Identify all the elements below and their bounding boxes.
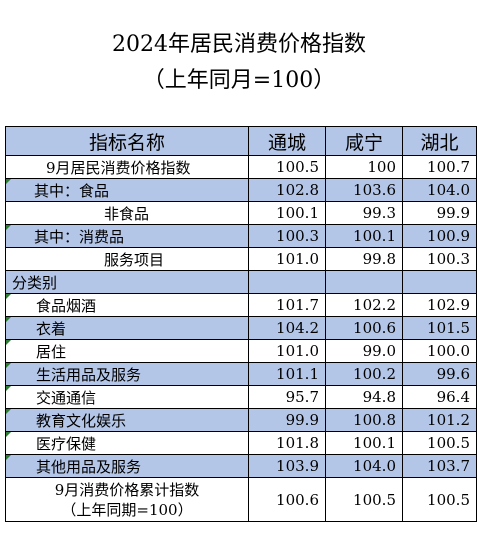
- table-row: 非食品 100.1 99.3 99.9: [5, 201, 477, 225]
- cell-hubei: 99.9: [402, 201, 477, 225]
- cell-xianning: 100.6: [325, 316, 403, 340]
- cell-xianning: 94.8: [325, 385, 403, 409]
- cell-tongcheng: [248, 270, 326, 294]
- row-label: 食品烟酒: [5, 293, 249, 317]
- cell-tongcheng: 103.9: [248, 454, 326, 478]
- cell-xianning: 100.2: [325, 362, 403, 386]
- cell-xianning: 100.5: [325, 477, 403, 522]
- table-row: 9月居民消费价格指数 100.5 100 100.7: [5, 155, 477, 179]
- table-row: 其他用品及服务 103.9 104.0 103.7: [5, 454, 477, 478]
- row-label: 交通通信: [5, 385, 249, 409]
- table-row-cumulative: 9月消费价格累计指数 （上年同期=100） 100.6 100.5 100.5: [5, 477, 477, 522]
- table-row: 教育文化娱乐 99.9 100.8 101.2: [5, 408, 477, 432]
- table-row: 衣着 104.2 100.6 101.5: [5, 316, 477, 340]
- cell-xianning: 99.3: [325, 201, 403, 225]
- cell-tongcheng: 99.9: [248, 408, 326, 432]
- row-label: 医疗保健: [5, 431, 249, 455]
- cumulative-label-line1: 9月消费价格累计指数: [54, 480, 200, 499]
- cell-hubei: 100.0: [402, 339, 477, 363]
- cell-hubei: 102.9: [402, 293, 477, 317]
- table-row-section: 分类别: [5, 270, 477, 294]
- cumulative-label-line2: （上年同期=100）: [61, 500, 193, 519]
- cell-hubei: 99.6: [402, 362, 477, 386]
- row-label: 其中：消费品: [5, 224, 249, 248]
- row-label: 9月居民消费价格指数: [5, 155, 249, 179]
- table-row: 生活用品及服务 101.1 100.2 99.6: [5, 362, 477, 386]
- table-row: 居住 101.0 99.0 100.0: [5, 339, 477, 363]
- section-label: 分类别: [5, 270, 249, 294]
- row-label: 其他用品及服务: [5, 454, 249, 478]
- cell-hubei: 104.0: [402, 178, 477, 202]
- cell-tongcheng: 100.3: [248, 224, 326, 248]
- cell-tongcheng: 100.6: [248, 477, 326, 522]
- table-row: 食品烟酒 101.7 102.2 102.9: [5, 293, 477, 317]
- column-header-hubei: 湖北: [402, 126, 477, 156]
- cell-hubei: 100.3: [402, 247, 477, 271]
- cell-tongcheng: 101.0: [248, 247, 326, 271]
- table-row: 其中：食品 102.8 103.6 104.0: [5, 178, 477, 202]
- row-label: 衣着: [5, 316, 249, 340]
- cell-xianning: 104.0: [325, 454, 403, 478]
- table-row: 交通通信 95.7 94.8 96.4: [5, 385, 477, 409]
- cell-tongcheng: 101.0: [248, 339, 326, 363]
- column-header-indicator: 指标名称: [5, 126, 249, 156]
- cell-xianning: 102.2: [325, 293, 403, 317]
- cell-hubei: 100.9: [402, 224, 477, 248]
- cpi-table: 指标名称 通城 咸宁 湖北 9月居民消费价格指数 100.5 100 100.7…: [5, 126, 477, 522]
- row-label: 其中：食品: [5, 178, 249, 202]
- cell-hubei: 96.4: [402, 385, 477, 409]
- row-label: 生活用品及服务: [5, 362, 249, 386]
- cell-xianning: 100.1: [325, 431, 403, 455]
- column-header-tongcheng: 通城: [248, 126, 326, 156]
- row-label: 非食品: [5, 201, 249, 225]
- row-label: 居住: [5, 339, 249, 363]
- cell-hubei: [402, 270, 477, 294]
- cell-hubei: 103.7: [402, 454, 477, 478]
- cell-xianning: [325, 270, 403, 294]
- cell-hubei: 101.2: [402, 408, 477, 432]
- cell-hubei: 100.5: [402, 477, 477, 522]
- row-label: 教育文化娱乐: [5, 408, 249, 432]
- cell-hubei: 100.5: [402, 431, 477, 455]
- page-subtitle: （上年同月=100）: [142, 68, 336, 93]
- cell-tongcheng: 101.1: [248, 362, 326, 386]
- cell-hubei: 101.5: [402, 316, 477, 340]
- cumulative-label: 9月消费价格累计指数 （上年同期=100）: [5, 477, 249, 522]
- cell-tongcheng: 101.8: [248, 431, 326, 455]
- cell-xianning: 100.8: [325, 408, 403, 432]
- row-label: 服务项目: [5, 247, 249, 271]
- cell-tongcheng: 102.8: [248, 178, 326, 202]
- cell-xianning: 99.8: [325, 247, 403, 271]
- cell-hubei: 100.7: [402, 155, 477, 179]
- table-row: 医疗保健 101.8 100.1 100.5: [5, 431, 477, 455]
- page-title: 2024年居民消费价格指数: [112, 32, 366, 57]
- table-row: 其中：消费品 100.3 100.1 100.9: [5, 224, 477, 248]
- cell-tongcheng: 95.7: [248, 385, 326, 409]
- table-header-row: 指标名称 通城 咸宁 湖北: [5, 126, 477, 156]
- cell-tongcheng: 101.7: [248, 293, 326, 317]
- cell-xianning: 100.1: [325, 224, 403, 248]
- cell-tongcheng: 100.5: [248, 155, 326, 179]
- cell-tongcheng: 100.1: [248, 201, 326, 225]
- cell-xianning: 99.0: [325, 339, 403, 363]
- cell-xianning: 100: [325, 155, 403, 179]
- cell-tongcheng: 104.2: [248, 316, 326, 340]
- cell-xianning: 103.6: [325, 178, 403, 202]
- table-row: 服务项目 101.0 99.8 100.3: [5, 247, 477, 271]
- column-header-xianning: 咸宁: [325, 126, 403, 156]
